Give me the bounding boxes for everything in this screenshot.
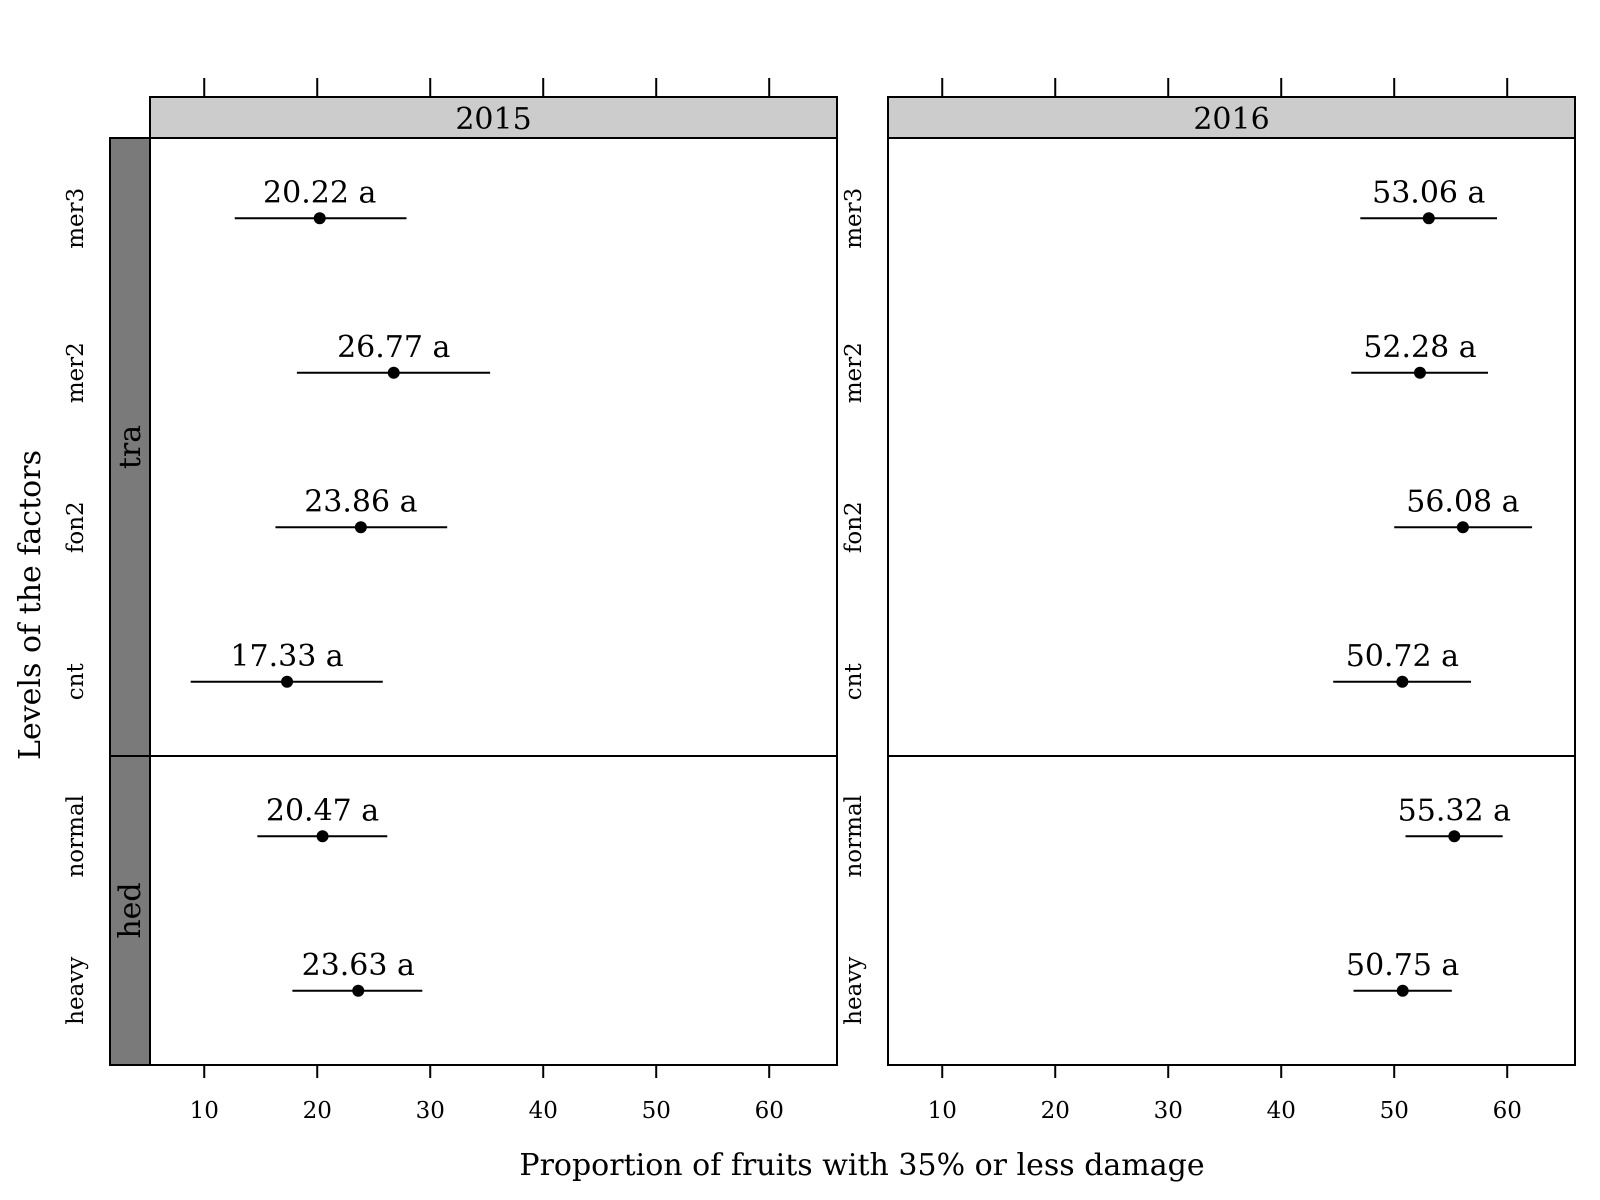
estimate-point — [1456, 521, 1469, 534]
x-tick-label: 10 — [928, 1098, 957, 1124]
y-axis-label: Levels of the factors — [13, 450, 48, 760]
level-label: cnt — [841, 663, 867, 701]
x-tick-label: 60 — [755, 1098, 784, 1124]
estimate-label: 20.47 a — [266, 793, 379, 828]
estimate-point — [387, 366, 400, 379]
panel-strip — [887, 96, 1576, 139]
panel-frame — [149, 137, 838, 1066]
panel-strip — [149, 96, 838, 139]
level-label: mer3 — [63, 188, 89, 249]
x-tick-label: 10 — [190, 1098, 219, 1124]
panel-2016: 2016 10 20 30 40 50 60 mer3 53.06 a mer2 52.28 a fo… — [841, 78, 1576, 1124]
level-label: mer3 — [841, 188, 867, 249]
panel-frame — [887, 137, 1576, 1066]
x-tick-label: 40 — [1267, 1098, 1296, 1124]
estimate-point — [316, 830, 329, 843]
level-label: heavy — [63, 957, 89, 1025]
estimate-label: 50.75 a — [1346, 948, 1459, 983]
estimate-point — [1448, 830, 1461, 843]
factor-strip-hed — [109, 755, 151, 1066]
estimate-point — [313, 212, 326, 225]
x-tick-label: 50 — [1380, 1098, 1409, 1124]
estimate-label: 55.32 a — [1398, 793, 1511, 828]
x-tick-label: 20 — [1041, 1098, 1070, 1124]
estimate-label: 50.72 a — [1346, 639, 1459, 674]
x-tick-label: 40 — [529, 1098, 558, 1124]
level-label: mer2 — [841, 342, 867, 403]
estimate-point — [1396, 984, 1409, 997]
level-label: cnt — [63, 663, 89, 701]
estimate-label: 56.08 a — [1406, 484, 1519, 519]
estimate-point — [1422, 212, 1435, 225]
panel-title: 2015 — [455, 102, 531, 137]
estimate-point — [1413, 366, 1426, 379]
x-tick-label: 30 — [1154, 1098, 1183, 1124]
level-label: normal — [63, 795, 89, 878]
level-label: fon2 — [841, 501, 867, 553]
estimate-label: 26.77 a — [337, 330, 450, 365]
x-tick-label: 30 — [416, 1098, 445, 1124]
level-label: mer2 — [63, 342, 89, 403]
estimate-point — [1396, 675, 1409, 688]
x-tick-label: 50 — [642, 1098, 671, 1124]
estimate-point — [354, 521, 367, 534]
x-tick-label: 60 — [1493, 1098, 1522, 1124]
estimate-point — [352, 984, 365, 997]
estimate-label: 23.63 a — [302, 948, 415, 983]
estimate-label: 23.86 a — [304, 484, 417, 519]
estimate-label: 17.33 a — [230, 639, 343, 674]
level-label: heavy — [841, 957, 867, 1025]
level-label: fon2 — [63, 501, 89, 553]
x-axis-label: Proportion of fruits with 35% or less da… — [519, 1148, 1204, 1183]
estimate-label: 52.28 a — [1363, 330, 1476, 365]
level-label: normal — [841, 795, 867, 878]
panel-title: 2016 — [1193, 102, 1269, 137]
estimate-label: 53.06 a — [1372, 175, 1485, 210]
x-tick-label: 20 — [303, 1098, 332, 1124]
estimate-point — [281, 675, 294, 688]
factor-strip-label: hed — [113, 882, 148, 938]
factor-strip-label: tra — [113, 425, 148, 469]
estimate-label: 20.22 a — [263, 175, 376, 210]
panel-2015: 2015 10 20 30 40 50 60 tra mer3 20.22 a mer2 26.77 … — [63, 78, 838, 1124]
